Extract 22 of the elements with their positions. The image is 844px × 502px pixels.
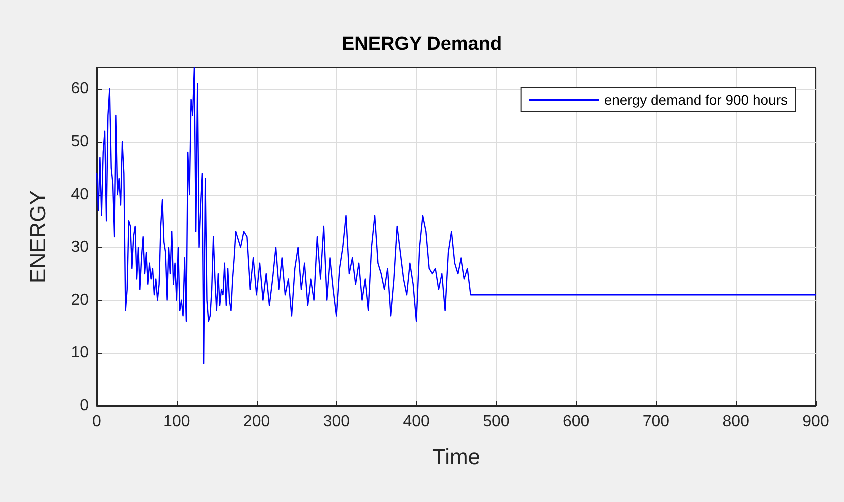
y-tick-label: 10	[71, 344, 90, 362]
y-tick-label: 50	[71, 133, 90, 150]
y-tick-label: 20	[71, 292, 90, 309]
x-tick-label: 200	[243, 414, 270, 430]
y-tick-label: 40	[71, 186, 90, 204]
x-axis-title: Time	[432, 444, 481, 470]
x-tick-label: 100	[164, 414, 190, 430]
x-tick-label: 400	[403, 414, 430, 430]
y-axis-title: ENERGY	[26, 190, 50, 284]
legend-label: energy demand for 900 hours	[604, 92, 788, 108]
x-tick-label: 600	[562, 414, 590, 430]
x-tick-label: 900	[802, 414, 830, 430]
chart-title: ENERGY Demand	[342, 34, 502, 55]
x-tick-label: 700	[642, 414, 670, 430]
x-tick-label: 800	[722, 414, 750, 430]
y-tick-label: 0	[80, 398, 90, 414]
y-tick-label: 30	[71, 239, 90, 256]
x-tick-label: 300	[323, 414, 350, 430]
x-tick-label: 500	[483, 414, 510, 430]
line-series	[96, 67, 817, 364]
x-tick-label: 0	[92, 414, 102, 430]
y-tick-label: 60	[71, 80, 90, 98]
